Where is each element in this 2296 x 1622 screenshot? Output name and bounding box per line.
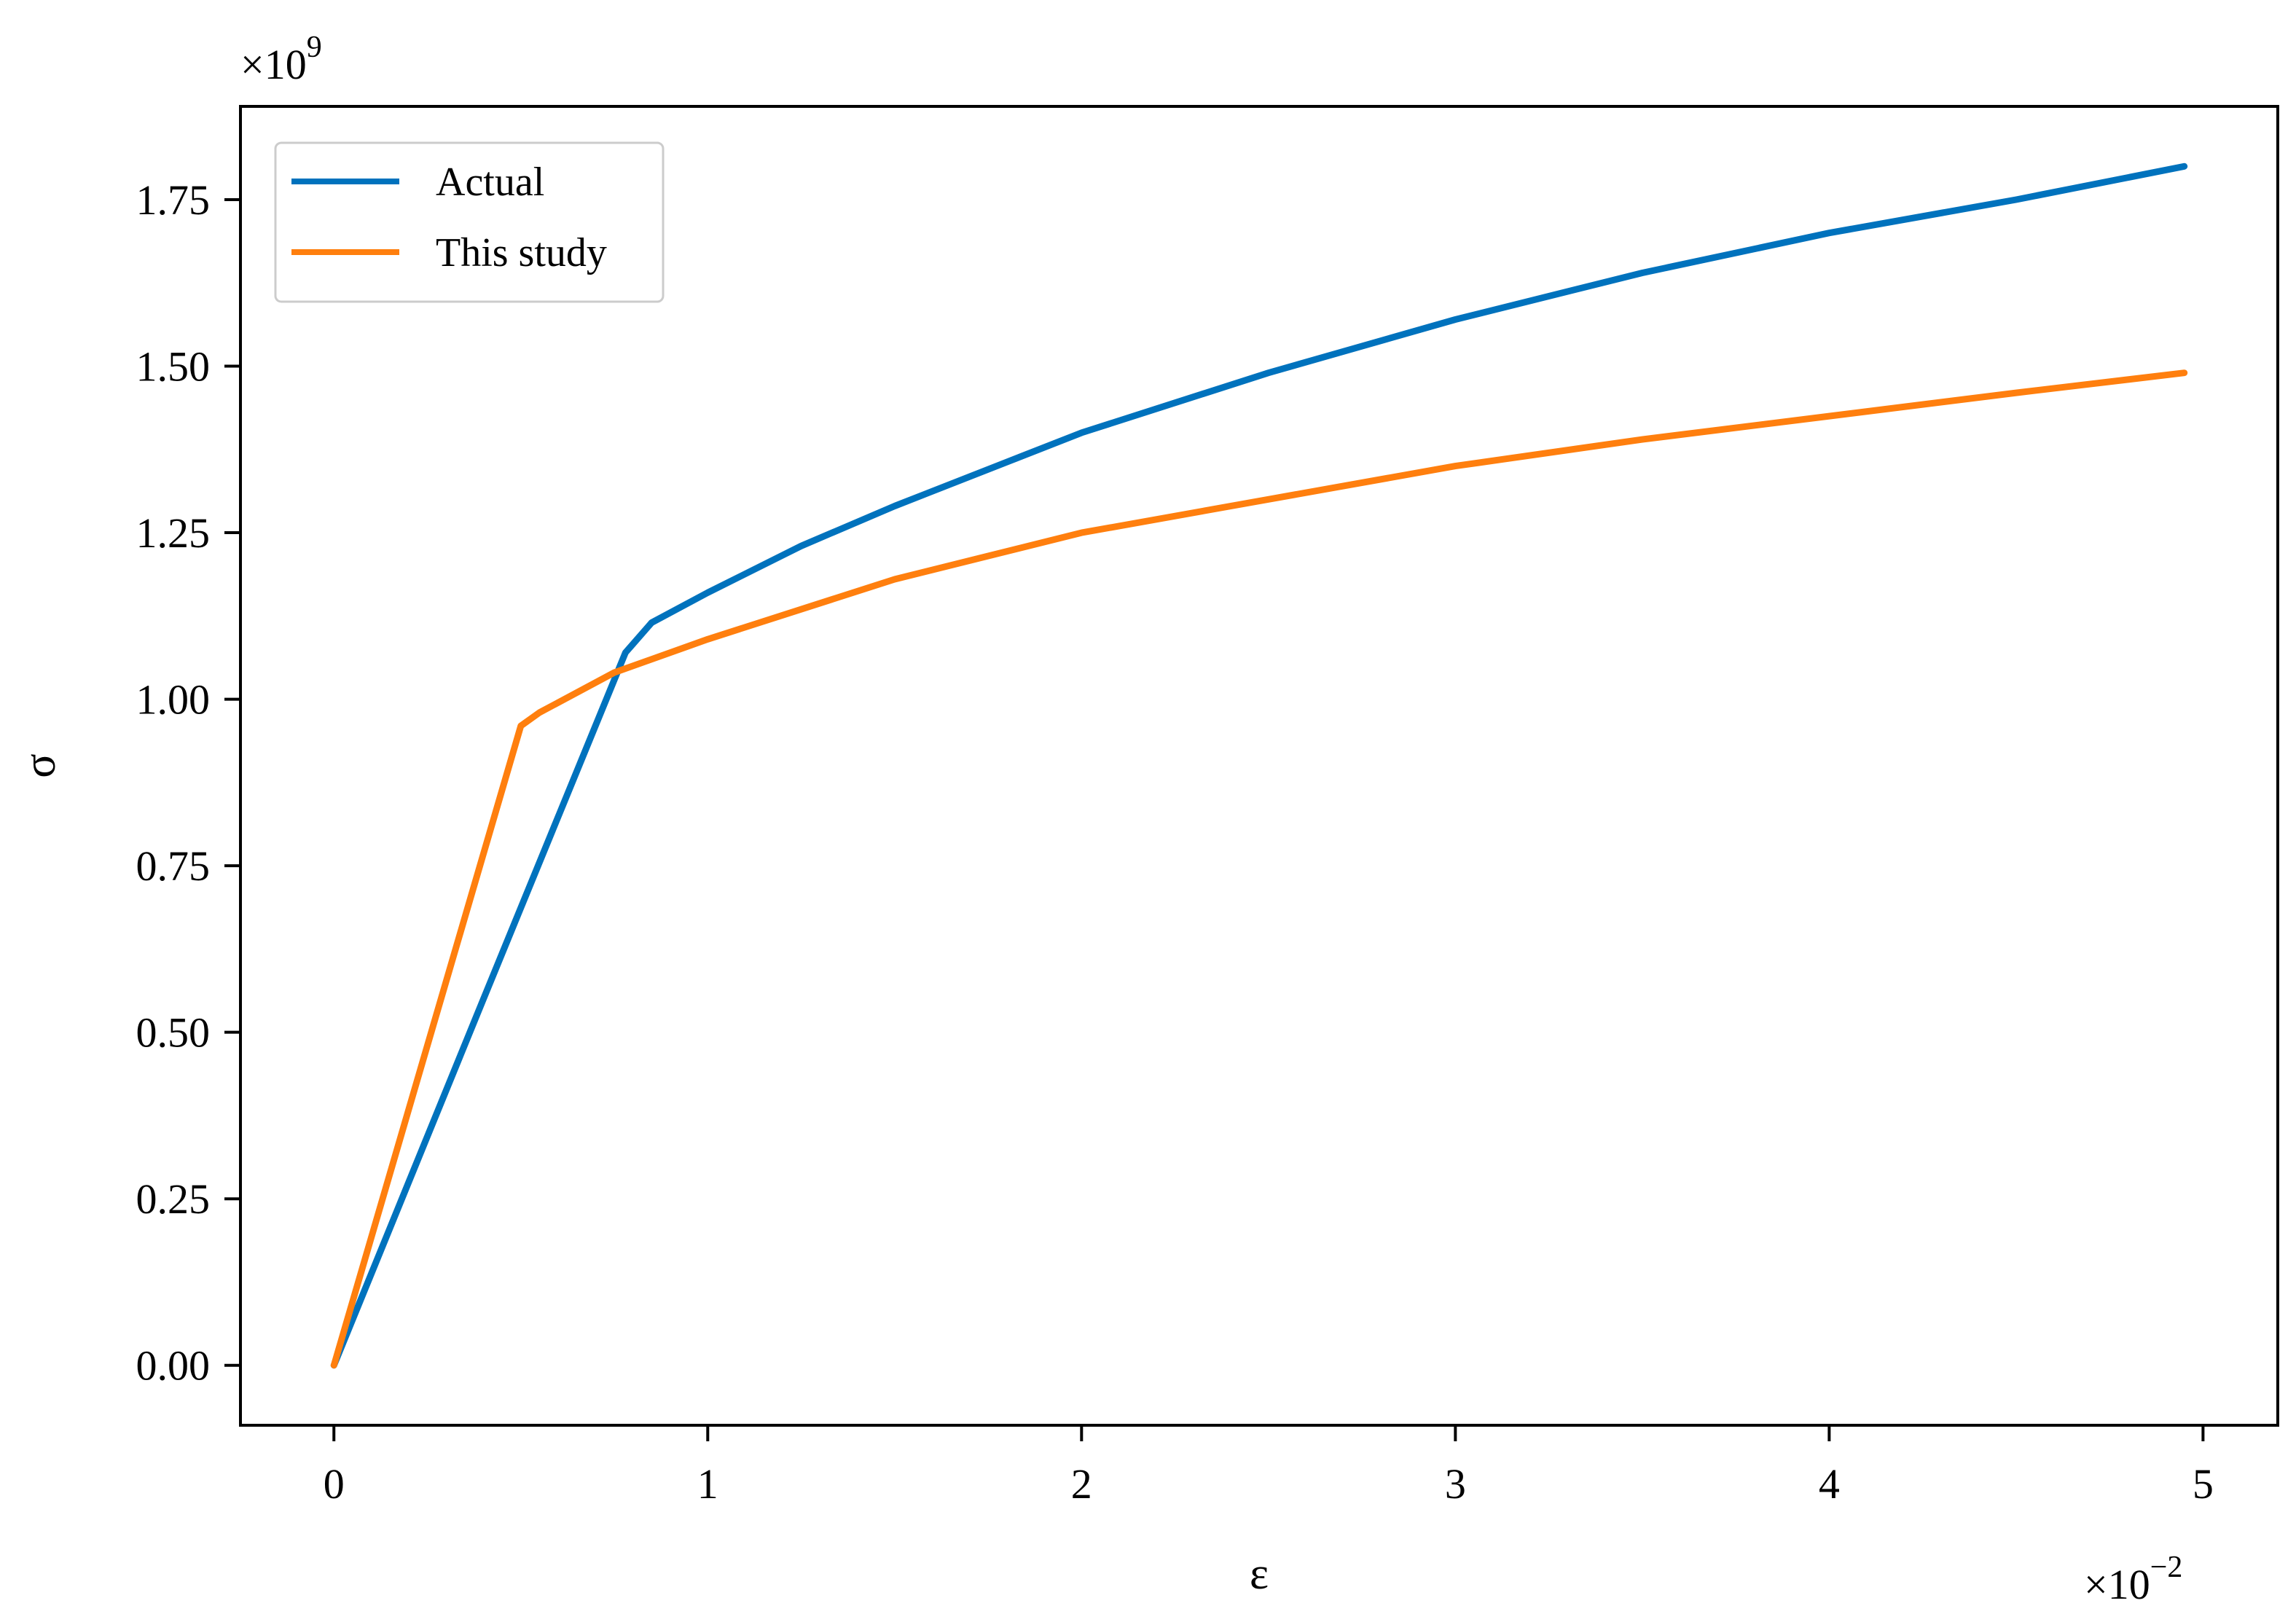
- plot-frame: [239, 105, 2279, 1427]
- y-tick-label: 1.75: [136, 176, 211, 224]
- y-tick-label: 0.75: [136, 842, 211, 890]
- y-tick-label: 1.50: [136, 343, 211, 391]
- x-tick-label: 1: [697, 1460, 718, 1508]
- legend-label-actual: Actual: [436, 160, 544, 205]
- x-offset-base: ×10: [2084, 1561, 2150, 1608]
- y-tick-label: 0.25: [136, 1175, 211, 1223]
- y-tick-label: 1.25: [136, 509, 211, 557]
- y-tick-label: 0.50: [136, 1009, 211, 1057]
- series-line-actual: [330, 162, 2188, 1369]
- series-line-this-study: [330, 369, 2188, 1369]
- x-offset-label: ×10−2: [2084, 1551, 2182, 1608]
- y-axis-label: σ: [15, 753, 65, 777]
- legend-label-this-study: This study: [436, 230, 607, 275]
- legend: Actual This study: [274, 141, 665, 303]
- x-tick-label: 4: [1819, 1460, 1840, 1508]
- plot-background: [240, 106, 2278, 1425]
- y-tick-label: 1.00: [136, 676, 211, 724]
- x-tick-label: 0: [324, 1460, 345, 1508]
- y-offset-base: ×10: [240, 41, 307, 88]
- x-tick-label: 5: [2193, 1460, 2214, 1508]
- x-tick-label: 3: [1445, 1460, 1466, 1508]
- x-axis-label: ε: [1250, 1549, 1269, 1599]
- series-layer: [330, 162, 2188, 1369]
- y-offset-exponent: 9: [307, 31, 322, 64]
- ticks-layer: 0 1 2 3 4 5 0.00 0.25 0.50 0.75 1.00 1.25 1.50 1.75: [136, 176, 2214, 1508]
- y-offset-label: ×109: [240, 31, 322, 88]
- x-tick-label: 2: [1071, 1460, 1092, 1508]
- y-tick-label: 0.00: [136, 1342, 211, 1390]
- x-offset-exponent: −2: [2150, 1551, 2183, 1584]
